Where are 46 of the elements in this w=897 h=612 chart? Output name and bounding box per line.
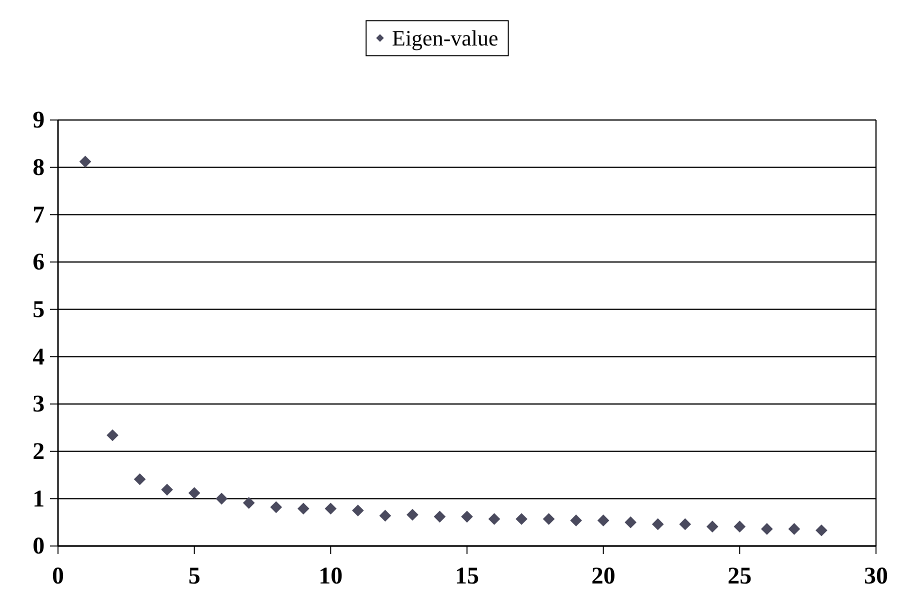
x-tick-label: 20 [591,563,616,590]
x-tick-label: 30 [864,563,888,590]
point [706,520,718,533]
point [597,514,610,526]
point [624,516,637,528]
point [79,156,92,168]
point [106,429,118,442]
y-tick-label: 1 [32,486,45,512]
point [542,513,555,525]
point [788,523,800,535]
point [242,497,255,509]
point [652,518,664,530]
y-tick-label: 0 [32,534,45,560]
point [761,523,773,535]
point [379,510,392,522]
point [216,492,228,505]
y-tick-label: 6 [32,250,45,276]
x-tick-label: 5 [188,563,200,590]
point [816,524,828,536]
y-tick-label: 2 [32,439,45,466]
y-tick-label: 5 [32,297,45,324]
point [488,513,500,525]
point [270,501,282,514]
point [324,502,337,515]
point [134,473,146,486]
point [161,484,173,496]
point [734,520,746,533]
point [434,510,446,523]
x-tick-label: 25 [728,563,752,590]
legend-label: Eigen-value [392,26,498,51]
point [679,518,692,530]
point [406,508,418,521]
y-tick-label: 9 [32,108,45,134]
point [570,514,582,526]
y-tick-label: 7 [32,202,45,228]
x-tick-label: 15 [455,563,479,590]
x-tick-label: 0 [52,563,64,590]
point [188,487,200,499]
point [516,513,528,525]
y-tick-label: 3 [32,392,45,418]
x-tick-label: 10 [318,563,343,590]
point [461,510,473,523]
point [297,502,310,515]
y-tick-label: 4 [32,344,45,370]
point [352,504,364,516]
y-tick-label: 8 [32,155,45,182]
